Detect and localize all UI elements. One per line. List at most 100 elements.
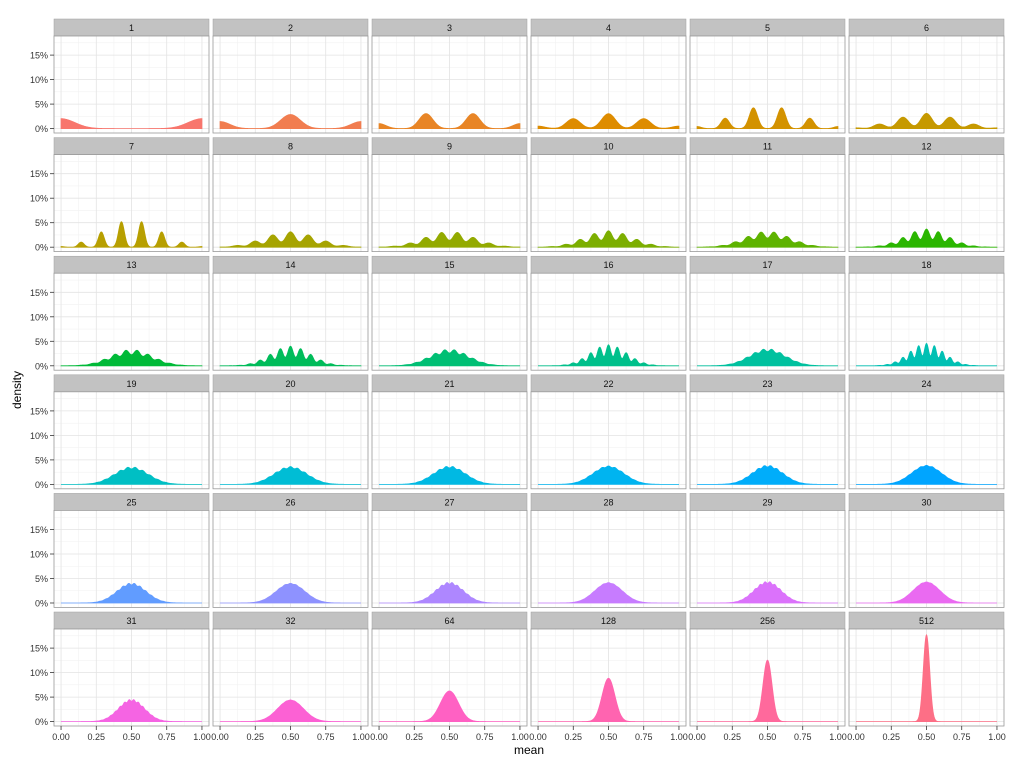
x-axis-title: mean — [514, 743, 544, 757]
panel-border — [689, 509, 846, 608]
facet-16: 16 — [530, 255, 687, 371]
density-area — [855, 464, 998, 485]
x-tick-label: 0.75 — [794, 732, 812, 742]
x-tick-label: 0.25 — [565, 732, 583, 742]
x-tick-label: 0.50 — [441, 732, 459, 742]
y-tick-label: 10% — [30, 194, 48, 204]
facet-strip-label: 30 — [921, 497, 931, 507]
x-tick-label: 0.50 — [918, 732, 936, 742]
facet-32: 32 0.00 0.25 0.50 0.75 1.00 — [211, 611, 370, 742]
x-tick-label: 0.00 — [211, 732, 229, 742]
x-tick-label: 0.50 — [600, 732, 618, 742]
panel-border — [689, 272, 846, 371]
x-tick-label: 1.00 — [829, 732, 847, 742]
facet-64: 64 0.00 0.25 0.50 0.75 1.00 — [370, 611, 529, 742]
density-area — [378, 232, 521, 248]
panel-border — [212, 35, 369, 134]
facet-12: 12 — [848, 137, 1005, 253]
x-tick-label: 0.00 — [370, 732, 388, 742]
y-tick-label: 5% — [35, 218, 48, 228]
facet-4: 4 — [530, 18, 687, 134]
y-tick-label: 10% — [30, 668, 48, 678]
facet-21: 21 — [371, 374, 528, 490]
facet-strip-label: 64 — [444, 616, 454, 626]
panel-border — [371, 35, 528, 134]
facet-strip-label: 9 — [447, 142, 452, 152]
facet-strip-label: 21 — [444, 379, 454, 389]
x-tick-label: 1.00 — [988, 732, 1006, 742]
facet-strip-label: 11 — [763, 142, 772, 152]
facet-strip-label: 13 — [126, 260, 136, 270]
facet-15: 15 — [371, 255, 528, 371]
facet-27: 27 — [371, 493, 528, 608]
density-area — [855, 581, 998, 604]
y-tick-label: 10% — [30, 75, 48, 85]
x-tick-label: 0.50 — [123, 732, 141, 742]
x-tick-label: 0.00 — [529, 732, 547, 742]
facet-22: 22 — [530, 374, 687, 490]
y-tick-label: 15% — [30, 288, 48, 298]
density-area — [219, 231, 362, 248]
panel-border — [530, 509, 687, 608]
facet-strip-label: 256 — [760, 616, 775, 626]
panel-border — [848, 272, 1005, 371]
x-tick-label: 1.00 — [193, 732, 211, 742]
facet-strip-label: 14 — [285, 260, 295, 270]
facet-strip-label: 18 — [921, 260, 931, 270]
x-tick-label: 0.50 — [759, 732, 777, 742]
density-area — [378, 113, 521, 129]
x-tick-label: 0.00 — [688, 732, 706, 742]
y-tick-label: 10% — [30, 431, 48, 441]
facet-14: 14 — [212, 255, 369, 371]
facet-24: 24 — [848, 374, 1005, 490]
panel-border — [212, 391, 369, 490]
x-tick-label: 0.75 — [953, 732, 971, 742]
y-tick-label: 15% — [30, 644, 48, 654]
y-tick-label: 10% — [30, 550, 48, 560]
facet-11: 11 — [689, 137, 846, 253]
x-tick-label: 0.25 — [724, 732, 742, 742]
facet-strip-label: 7 — [129, 142, 134, 152]
facet-strip-label: 23 — [762, 379, 772, 389]
x-tick-label: 0.75 — [317, 732, 335, 742]
panel-border — [848, 35, 1005, 134]
facet-6: 6 — [848, 18, 1005, 134]
facet-5: 5 — [689, 18, 846, 134]
panel-border — [53, 272, 210, 371]
panel-border — [530, 272, 687, 371]
x-tick-label: 0.25 — [247, 732, 265, 742]
x-tick-label: 0.25 — [406, 732, 424, 742]
panel-border — [53, 35, 210, 134]
facet-panels: 10%5%10%15%2 3 4 5 670%5%10%15%8 9 10 11 12130%5… — [30, 18, 1006, 742]
facet-19: 19 0% 5% 10% 15% — [30, 374, 210, 490]
panel-border — [848, 154, 1005, 253]
x-tick-label: 0.75 — [635, 732, 653, 742]
density-area — [696, 231, 839, 248]
x-tick-label: 1.00 — [352, 732, 370, 742]
density-area — [855, 228, 998, 248]
panel-border — [212, 509, 369, 608]
y-tick-label: 5% — [35, 337, 48, 347]
density-area — [60, 221, 203, 248]
panel-border — [530, 391, 687, 490]
density-area — [537, 582, 680, 604]
y-tick-label: 15% — [30, 169, 48, 179]
facet-30: 30 — [848, 493, 1005, 608]
facet-strip-label: 25 — [126, 497, 136, 507]
density-area — [537, 344, 680, 367]
y-tick-label: 0% — [35, 124, 48, 134]
y-tick-label: 5% — [35, 574, 48, 584]
density-area — [219, 466, 362, 485]
facet-strip-label: 20 — [285, 379, 295, 389]
density-area — [60, 699, 203, 722]
x-tick-label: 0.00 — [52, 732, 70, 742]
y-tick-label: 0% — [35, 717, 48, 727]
panel-border — [53, 154, 210, 253]
density-area — [537, 230, 680, 248]
y-tick-label: 15% — [30, 406, 48, 416]
facet-strip-label: 10 — [603, 142, 613, 152]
panel-border — [371, 154, 528, 253]
y-tick-label: 0% — [35, 480, 48, 490]
facet-13: 13 0% 5% 10% 15% — [30, 255, 210, 371]
